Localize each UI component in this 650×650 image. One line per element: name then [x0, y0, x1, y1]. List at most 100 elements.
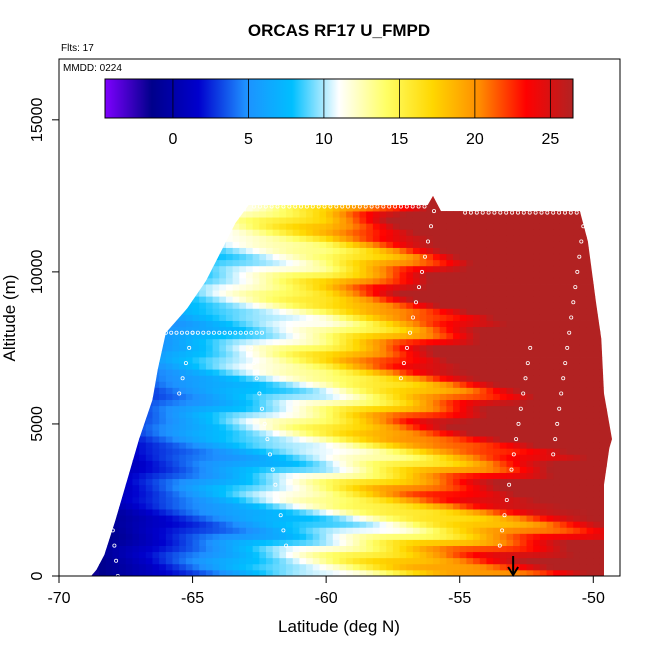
heatmap-cell — [466, 259, 474, 267]
heatmap-cell — [439, 326, 447, 334]
heatmap-cell — [599, 569, 608, 576]
heatmap-cell — [232, 320, 240, 328]
heatmap-cell — [139, 472, 147, 480]
heatmap-cell — [91, 490, 93, 498]
heatmap-cell — [439, 399, 447, 407]
heatmap-cell — [292, 195, 300, 200]
heatmap-cell — [119, 223, 127, 230]
heatmap-cell — [165, 314, 173, 321]
heatmap-cell — [566, 387, 574, 394]
heatmap-cell — [479, 478, 487, 486]
heatmap-cell — [225, 515, 234, 522]
heatmap-cell — [132, 363, 140, 370]
heatmap-cell — [439, 478, 447, 486]
heatmap-cell — [105, 417, 113, 425]
heatmap-cell — [332, 229, 340, 236]
heatmap-cell — [225, 563, 234, 571]
heatmap-cell — [392, 253, 401, 261]
heatmap-cell — [205, 229, 214, 236]
heatmap-cell — [99, 472, 107, 480]
heatmap-cell — [259, 241, 267, 248]
heatmap-cell — [91, 259, 93, 267]
heatmap-cell — [346, 515, 354, 522]
heatmap-cell — [459, 375, 467, 382]
heatmap-cell — [266, 490, 274, 498]
heatmap-cell — [92, 296, 100, 303]
heatmap-cell — [399, 539, 407, 546]
heatmap-cell — [493, 411, 501, 419]
heatmap-cell — [406, 375, 414, 382]
heatmap-cell — [91, 405, 93, 413]
heatmap-cell — [606, 223, 613, 230]
heatmap-cell — [312, 393, 320, 401]
heatmap-cell — [239, 454, 247, 461]
heatmap-cell — [406, 490, 414, 498]
heatmap-cell — [132, 527, 140, 534]
heatmap-cell — [185, 198, 193, 206]
heatmap-cell — [386, 478, 394, 486]
heatmap-cell — [179, 235, 187, 242]
heatmap-cell — [92, 253, 100, 261]
heatmap-cell — [453, 399, 461, 407]
heatmap-cell — [366, 460, 374, 467]
heatmap-cell — [593, 217, 601, 224]
heatmap-cell — [212, 204, 220, 212]
heatmap-cell — [259, 551, 267, 559]
heatmap-cell — [92, 484, 100, 492]
heatmap-cell — [105, 332, 113, 340]
heatmap-cell — [185, 296, 193, 303]
heatmap-cell — [539, 405, 547, 413]
heatmap-cell — [459, 387, 467, 394]
heatmap-cell — [406, 448, 414, 455]
heatmap-cell — [219, 302, 227, 309]
heatmap-cell — [312, 521, 320, 528]
heatmap-cell — [286, 399, 294, 407]
heatmap-cell — [99, 442, 107, 449]
heatmap-cell — [392, 411, 401, 419]
heatmap-cell — [312, 466, 320, 473]
heatmap-cell — [332, 326, 340, 334]
heatmap-cell — [112, 563, 120, 571]
heatmap-cell — [272, 259, 280, 267]
heatmap-cell — [332, 527, 340, 534]
heatmap-cell — [299, 357, 307, 364]
heatmap-cell — [205, 472, 214, 480]
heatmap-cell — [199, 417, 207, 425]
heatmap-cell — [246, 454, 254, 461]
heatmap-cell — [379, 527, 387, 534]
heatmap-cell — [406, 557, 414, 565]
heatmap-cell — [306, 308, 314, 315]
heatmap-cell — [419, 277, 427, 285]
heatmap-cell — [292, 496, 300, 504]
heatmap-cell — [593, 490, 601, 498]
heatmap-cell — [412, 569, 421, 576]
heatmap-cell — [105, 448, 113, 455]
heatmap-cell — [439, 195, 447, 200]
heatmap-cell — [419, 472, 427, 480]
heatmap-cell — [412, 490, 421, 498]
heatmap-cell — [99, 454, 107, 461]
heatmap-cell — [533, 521, 541, 528]
heatmap-cell — [473, 436, 481, 443]
heatmap-cell — [212, 509, 220, 516]
heatmap-cell — [406, 496, 414, 504]
heatmap-cell — [299, 259, 307, 267]
heatmap-cell — [379, 490, 387, 498]
heatmap-cell — [139, 411, 147, 419]
heatmap-cell — [252, 387, 260, 394]
heatmap-cell — [513, 350, 521, 358]
heatmap-cell — [446, 551, 454, 559]
heatmap-cell — [152, 515, 160, 522]
heatmap-cell — [386, 314, 394, 321]
heatmap-cell — [119, 326, 127, 334]
heatmap-cell — [586, 363, 594, 370]
heatmap-cell — [433, 478, 441, 486]
heatmap-cell — [593, 350, 601, 358]
heatmap-cell — [212, 472, 220, 480]
heatmap-cell — [533, 569, 541, 576]
heatmap-cell — [312, 229, 320, 236]
heatmap-cell — [185, 503, 193, 510]
heatmap-cell — [399, 344, 407, 352]
heatmap-cell — [559, 265, 567, 273]
heatmap-cell — [152, 247, 160, 255]
